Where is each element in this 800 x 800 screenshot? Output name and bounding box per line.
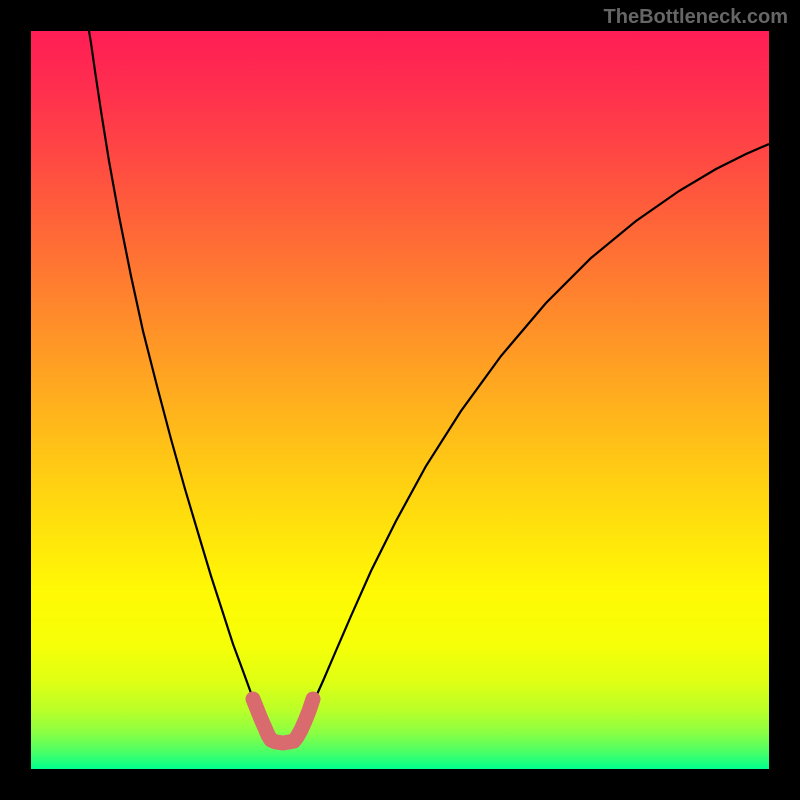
curve-layer bbox=[31, 31, 769, 769]
left-curve bbox=[89, 31, 263, 724]
chart-container: TheBottleneck.com bbox=[0, 0, 800, 800]
plot-area bbox=[31, 31, 769, 769]
right-curve bbox=[303, 144, 769, 724]
watermark-text: TheBottleneck.com bbox=[604, 6, 788, 29]
bottom-v-marker bbox=[253, 699, 313, 743]
